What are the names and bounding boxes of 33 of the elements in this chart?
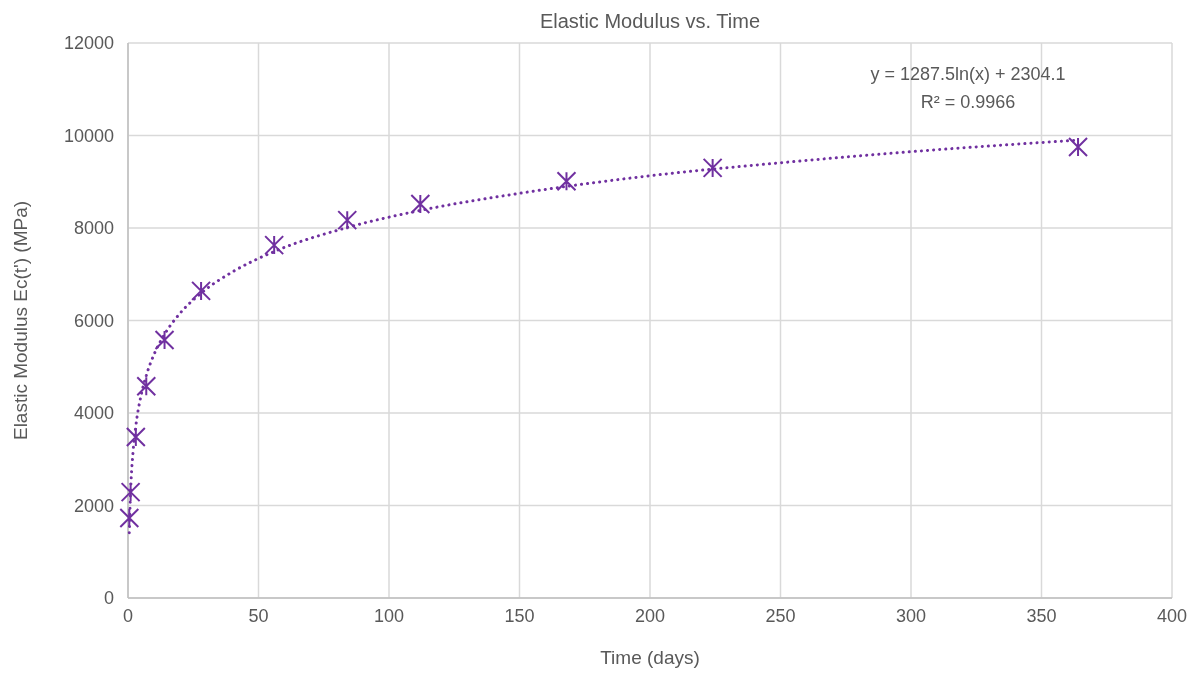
point [120, 482, 141, 503]
point [264, 235, 285, 256]
x-tick-label: 400 [1156, 606, 1188, 626]
point [556, 171, 577, 192]
y-tick-label: 4000 [73, 403, 114, 423]
point [337, 210, 358, 231]
point [154, 329, 175, 350]
x-tick-label: 250 [765, 606, 796, 626]
point [410, 193, 431, 214]
point [191, 280, 212, 301]
y-tick-label: 10000 [63, 125, 114, 146]
x-tick-label: 100 [373, 606, 405, 626]
y-tick-label: 6000 [73, 310, 114, 331]
x-tick-label: 300 [895, 606, 927, 626]
y-axis-title: Elastic Modulus Ec(t') (MPa) [10, 200, 31, 441]
point [136, 376, 157, 397]
point [702, 157, 723, 178]
y-tick-label: 0 [103, 588, 114, 608]
point [119, 507, 140, 528]
x-tick-label: 150 [504, 606, 535, 626]
chart-title: Elastic Modulus vs. Time [539, 10, 761, 32]
x-tick-label: 350 [1026, 606, 1057, 626]
point [1068, 137, 1089, 158]
point [125, 427, 146, 448]
y-tick-label: 2000 [73, 495, 114, 516]
x-tick-label: 0 [122, 606, 134, 626]
annotation: R² = 0.9966 [920, 92, 1016, 112]
annotation: y = 1287.5ln(x) + 2304.1 [870, 64, 1066, 84]
x-tick-label: 50 [248, 606, 269, 626]
x-axis-title: Time (days) [600, 647, 700, 668]
y-tick-label: 12000 [63, 33, 114, 53]
x-tick-label: 200 [634, 606, 666, 626]
y-tick-label: 8000 [73, 218, 114, 238]
